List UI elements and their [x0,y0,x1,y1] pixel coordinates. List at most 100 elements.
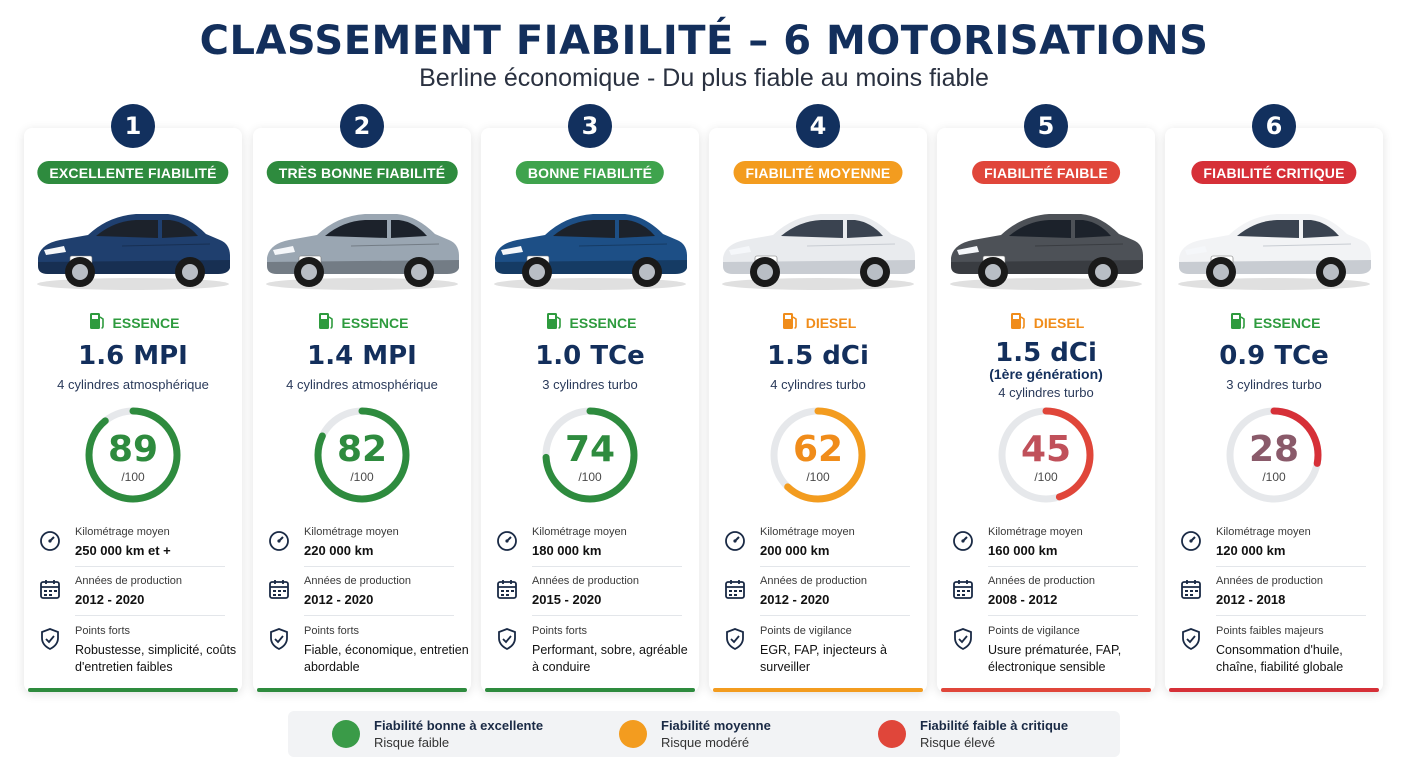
legend-title: Fiabilité bonne à excellente [374,718,544,733]
rank-number: 4 [796,104,840,148]
engine-generation: (1ère génération) [989,366,1103,382]
mileage-info: Kilométrage moyen 180 000 km [495,518,695,566]
engine-description: 4 cylindres atmosphérique [286,377,438,392]
mileage-info: Kilométrage moyen 200 000 km [723,518,923,566]
card-color-bar [713,688,923,692]
production-label: Années de production [304,575,412,587]
mileage-label: Kilométrage moyen [988,526,1083,538]
ranking-card[interactable]: 1 EXCELLENTE FIABILITÉ ESSENCE 1.6 MPI 4… [24,104,242,692]
rank-number: 3 [568,104,612,148]
calendar-icon [38,577,62,601]
reliability-gauge: 74 /100 [539,404,641,506]
points-label: Points de vigilance [760,625,852,637]
ranking-card[interactable]: 4 FIABILITÉ MOYENNE DIESEL 1.5 dCi 4 cyl… [709,104,927,692]
shield-check-icon [723,627,747,651]
divider [532,615,682,616]
calendar-icon [723,577,747,601]
score-max: /100 [1034,470,1058,484]
card-color-bar [257,688,467,692]
car-image [1171,188,1377,292]
production-info: Années de production 2012 - 2020 [723,567,923,615]
shield-check-icon [267,627,291,651]
ranking-card[interactable]: 2 TRÈS BONNE FIABILITÉ ESSENCE 1.4 MPI 4… [253,104,471,692]
fuel-type: DIESEL [709,311,927,334]
calendar-icon [951,577,975,601]
fuel-type: DIESEL [937,311,1155,334]
car-image [30,188,236,292]
rank-number: 1 [111,104,155,148]
production-label: Années de production [75,575,183,587]
reliability-gauge: 62 /100 [767,404,869,506]
engine-description: 3 cylindres turbo [542,377,638,392]
fuel-label: ESSENCE [569,314,637,331]
production-info: Années de production 2012 - 2020 [38,567,238,615]
points-label: Points forts [75,625,131,637]
reliability-score: 82 [336,429,388,470]
divider [1216,566,1366,567]
mileage-value: 160 000 km [988,543,1058,558]
shield-check-icon [495,627,519,651]
score-max: /100 [1262,470,1286,484]
divider [75,615,225,616]
points-info: Points forts Fiable, économique, entreti… [267,617,469,677]
divider [760,566,910,567]
points-text: EGR, FAP, injecteurs à surveiller [760,643,887,674]
points-label: Points de vigilance [988,625,1080,637]
production-years: 2012 - 2018 [1216,592,1286,607]
reliability-gauge: 89 /100 [82,404,184,506]
engine-name: 1.6 MPI [78,341,188,371]
production-years: 2012 - 2020 [760,592,830,607]
car-image [715,188,921,292]
reliability-gauge: 28 /100 [1223,404,1325,506]
ranking-card[interactable]: 3 BONNE FIABILITÉ ESSENCE 1.0 TCe 3 cyli… [481,104,699,692]
points-label: Points faibles majeurs [1216,625,1324,637]
fuel-pump-icon [316,311,336,334]
fuel-label: ESSENCE [341,314,409,331]
mileage-label: Kilométrage moyen [75,526,170,538]
fuel-pump-icon [1228,311,1248,334]
points-text: Robustesse, simplicité, coûts d'entretie… [75,643,237,674]
reliability-badge: BONNE FIABILITÉ [515,161,665,184]
fuel-label: ESSENCE [112,314,180,331]
mileage-info: Kilométrage moyen 160 000 km [951,518,1151,566]
fuel-type: ESSENCE [24,311,242,334]
engine-name: 0.9 TCe [1219,341,1329,371]
reliability-score: 45 [1020,429,1072,470]
reliability-badge: TRÈS BONNE FIABILITÉ [266,161,458,184]
score-max: /100 [121,470,145,484]
engine-description: 4 cylindres atmosphérique [57,377,209,392]
legend-title: Fiabilité faible à critique [920,718,1069,733]
divider [304,615,454,616]
engine-name: 1.5 dCi [995,338,1097,368]
legend-title: Fiabilité moyenne [661,718,771,733]
speedometer-icon [495,528,519,552]
reliability-score: 89 [107,429,159,470]
mileage-value: 250 000 km et + [75,543,171,558]
points-info: Points faibles majeurs Consommation d'hu… [1179,617,1379,677]
rank-number: 5 [1024,104,1068,148]
engine-description: 4 cylindres turbo [770,377,866,392]
engine-description: 4 cylindres turbo [998,385,1094,400]
mileage-info: Kilométrage moyen 220 000 km [267,518,467,566]
mileage-value: 180 000 km [532,543,602,558]
car-image [943,188,1149,292]
mileage-label: Kilométrage moyen [304,526,399,538]
mileage-label: Kilométrage moyen [760,526,855,538]
ranking-card[interactable]: 5 FIABILITÉ FAIBLE DIESEL 1.5 dCi (1ère … [937,104,1155,692]
production-info: Années de production 2012 - 2020 [267,567,467,615]
mileage-value: 120 000 km [1216,543,1286,558]
points-text: Fiable, économique, entretien abordable [304,643,469,674]
speedometer-icon [1179,528,1203,552]
legend-subtitle: Risque faible [374,735,450,750]
ranking-card[interactable]: 6 FIABILITÉ CRITIQUE ESSENCE 0.9 TCe 3 c… [1165,104,1383,692]
points-text: Usure prématurée, FAP, électronique sens… [988,643,1122,674]
score-max: /100 [806,470,830,484]
page-subtitle: Berline économique - Du plus fiable au m… [419,64,989,92]
divider [304,566,454,567]
points-label: Points forts [532,625,588,637]
points-info: Points de vigilance EGR, FAP, injecteurs… [723,617,923,677]
legend-dot-icon [619,720,647,748]
divider [988,566,1138,567]
engine-name: 1.5 dCi [767,341,869,371]
legend-dot-icon [878,720,906,748]
